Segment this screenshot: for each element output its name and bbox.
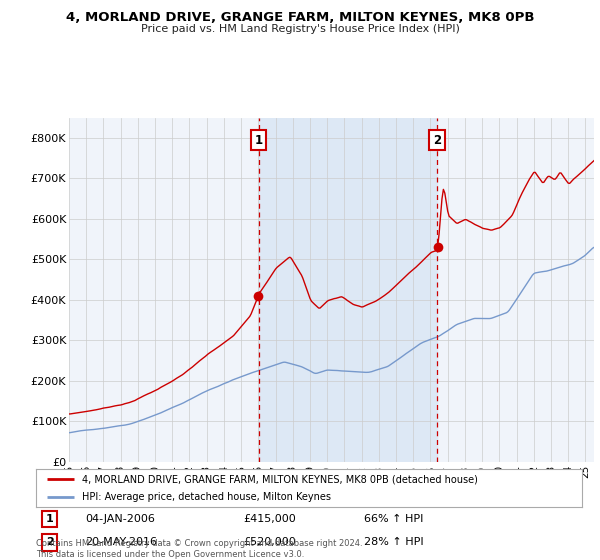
Text: 04-JAN-2006: 04-JAN-2006 xyxy=(85,514,155,524)
Text: £415,000: £415,000 xyxy=(244,514,296,524)
Text: 4, MORLAND DRIVE, GRANGE FARM, MILTON KEYNES, MK8 0PB: 4, MORLAND DRIVE, GRANGE FARM, MILTON KE… xyxy=(66,11,534,24)
Text: 20-MAY-2016: 20-MAY-2016 xyxy=(85,538,157,547)
Text: 4, MORLAND DRIVE, GRANGE FARM, MILTON KEYNES, MK8 0PB (detached house): 4, MORLAND DRIVE, GRANGE FARM, MILTON KE… xyxy=(82,474,478,484)
Text: 1: 1 xyxy=(46,514,53,524)
Bar xyxy=(259,118,437,462)
Text: HPI: Average price, detached house, Milton Keynes: HPI: Average price, detached house, Milt… xyxy=(82,492,331,502)
Text: 28% ↑ HPI: 28% ↑ HPI xyxy=(364,538,423,547)
Text: Contains HM Land Registry data © Crown copyright and database right 2024.
This d: Contains HM Land Registry data © Crown c… xyxy=(36,539,362,559)
Text: 1: 1 xyxy=(254,134,263,147)
Text: 2: 2 xyxy=(433,134,441,147)
Text: £520,000: £520,000 xyxy=(244,538,296,547)
Text: Price paid vs. HM Land Registry's House Price Index (HPI): Price paid vs. HM Land Registry's House … xyxy=(140,24,460,34)
Text: 66% ↑ HPI: 66% ↑ HPI xyxy=(364,514,423,524)
Text: 2: 2 xyxy=(46,538,53,547)
